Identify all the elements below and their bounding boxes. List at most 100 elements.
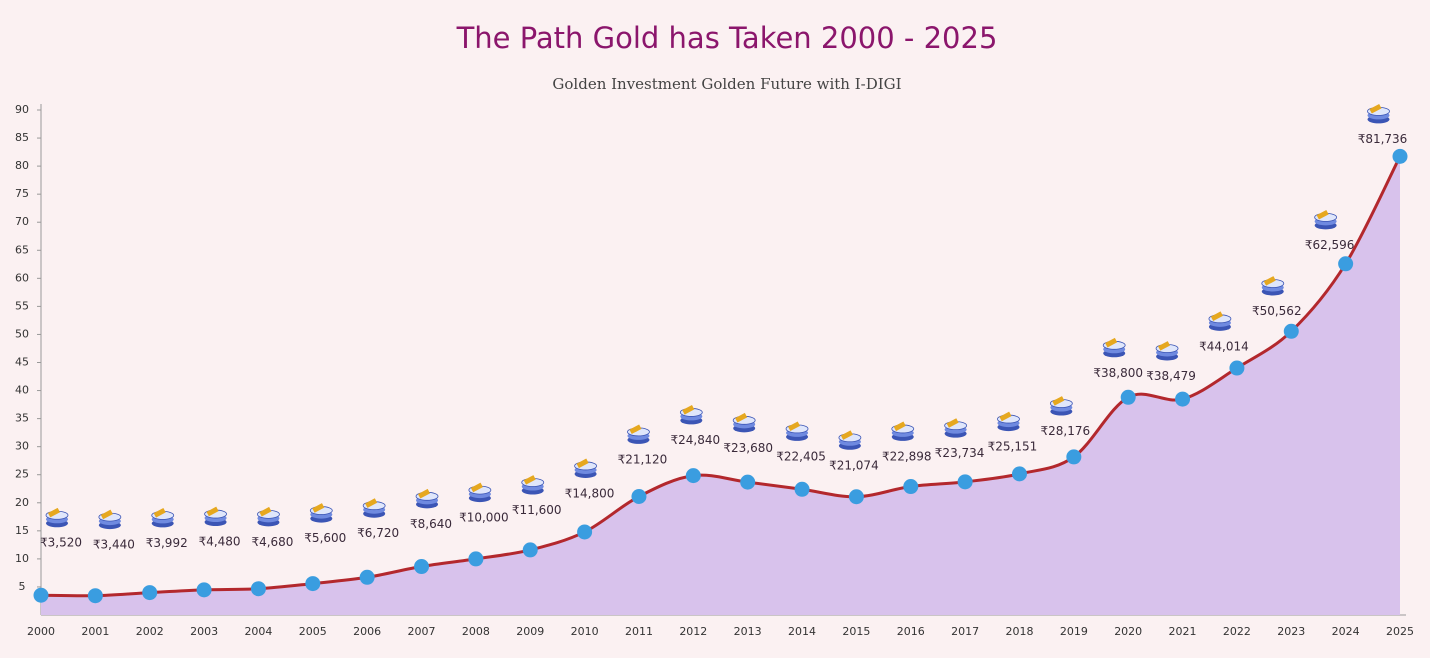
- point: [740, 474, 756, 490]
- y-tick-label: 10: [15, 552, 29, 565]
- x-tick-label: 2008: [462, 625, 490, 638]
- gold-bar: [840, 430, 853, 440]
- x-tick-label: 2022: [1223, 625, 1251, 638]
- gold-bar: [312, 503, 325, 513]
- coin-icon: [1314, 209, 1338, 230]
- gold-bar: [1263, 276, 1276, 286]
- gold-bar: [1210, 311, 1223, 322]
- x-tick-label: 2020: [1114, 625, 1142, 638]
- coin-icon: [785, 421, 809, 441]
- point: [957, 474, 973, 490]
- coin-icon: [98, 509, 122, 530]
- point: [468, 551, 484, 567]
- value-label: ₹24,840: [671, 433, 721, 447]
- value-label: ₹3,440: [93, 538, 135, 552]
- x-tick-label: 2011: [625, 625, 653, 638]
- gold-bar: [1316, 209, 1329, 220]
- x-tick-label: 2006: [353, 625, 381, 638]
- coin-icon: [362, 498, 386, 518]
- point: [848, 489, 864, 505]
- y-tick-label: 55: [15, 299, 29, 312]
- value-label: ₹25,151: [988, 440, 1038, 454]
- gold-bar: [682, 405, 695, 415]
- point: [250, 581, 266, 597]
- value-label: ₹21,074: [829, 458, 879, 472]
- value-label: ₹22,898: [882, 449, 932, 463]
- x-tick-label: 2018: [1005, 625, 1033, 638]
- y-tick-label: 65: [15, 243, 29, 256]
- gold-bar: [629, 424, 642, 435]
- coin-icon: [521, 475, 545, 495]
- value-label: ₹62,596: [1305, 238, 1355, 252]
- point: [1283, 323, 1299, 339]
- gold-bar: [153, 507, 166, 518]
- coin-icon: [944, 418, 968, 438]
- y-tick-label: 60: [15, 271, 29, 284]
- coin-icon: [679, 405, 703, 425]
- value-label: ₹38,479: [1146, 369, 1196, 383]
- coin-icon: [468, 482, 492, 503]
- x-tick-label: 2013: [734, 625, 762, 638]
- value-label: ₹50,562: [1252, 304, 1302, 318]
- y-tick-label: 25: [15, 468, 29, 481]
- gold-bar: [1052, 396, 1065, 406]
- coin-icon: [257, 506, 280, 527]
- gold-bar: [470, 482, 483, 493]
- value-label: ₹6,720: [357, 526, 399, 540]
- point: [1392, 148, 1408, 164]
- gold-bar: [893, 421, 906, 432]
- y-tick-label: 85: [15, 131, 29, 144]
- point: [1338, 256, 1354, 272]
- y-tick-label: 80: [15, 159, 29, 172]
- value-label: ₹21,120: [618, 452, 668, 466]
- coin-icon: [1208, 311, 1232, 331]
- gold-bar: [576, 458, 589, 469]
- point: [1011, 466, 1027, 482]
- point: [522, 542, 538, 558]
- x-tick-label: 2016: [897, 625, 925, 638]
- value-label: ₹38,800: [1093, 366, 1143, 380]
- gold-bar: [259, 506, 272, 517]
- coin-icon: [1155, 341, 1179, 361]
- x-tick-label: 2012: [679, 625, 707, 638]
- value-label: ₹3,992: [146, 536, 188, 550]
- x-tick-label: 2010: [571, 625, 599, 638]
- coin-icon: [151, 507, 175, 528]
- coin-icon: [1367, 103, 1390, 124]
- value-label: ₹3,520: [40, 536, 82, 550]
- coin-icon: [891, 421, 915, 441]
- x-tick-label: 2023: [1277, 625, 1305, 638]
- value-label: ₹28,176: [1041, 424, 1091, 438]
- value-label: ₹8,640: [410, 517, 452, 531]
- gold-bar: [523, 475, 536, 485]
- y-tick-label: 45: [15, 356, 29, 369]
- y-tick-label: 90: [15, 103, 29, 116]
- value-label: ₹4,480: [199, 535, 241, 549]
- value-label: ₹23,734: [935, 446, 985, 460]
- point: [196, 582, 212, 598]
- value-label: ₹11,600: [512, 503, 562, 517]
- x-tick-label: 2001: [81, 625, 109, 638]
- x-tick-label: 2007: [408, 625, 436, 638]
- gold-bar: [1369, 103, 1382, 114]
- point: [33, 587, 49, 603]
- gold-bar: [1158, 341, 1171, 351]
- point: [359, 569, 375, 585]
- coin-icon: [838, 430, 862, 450]
- point: [1229, 360, 1245, 376]
- y-tick-label: 35: [15, 412, 29, 425]
- x-tick-label: 2025: [1386, 625, 1414, 638]
- gold-bar: [735, 412, 748, 423]
- gold-bar: [999, 411, 1012, 422]
- gold-bar: [100, 509, 113, 520]
- x-tick-label: 2017: [951, 625, 979, 638]
- point: [1120, 389, 1136, 405]
- value-label: ₹81,736: [1358, 132, 1408, 146]
- coin-icon: [1049, 396, 1073, 416]
- x-tick-label: 2005: [299, 625, 327, 638]
- value-label: ₹22,405: [776, 449, 826, 463]
- gold-bar: [365, 498, 378, 508]
- x-tick-label: 2002: [136, 625, 164, 638]
